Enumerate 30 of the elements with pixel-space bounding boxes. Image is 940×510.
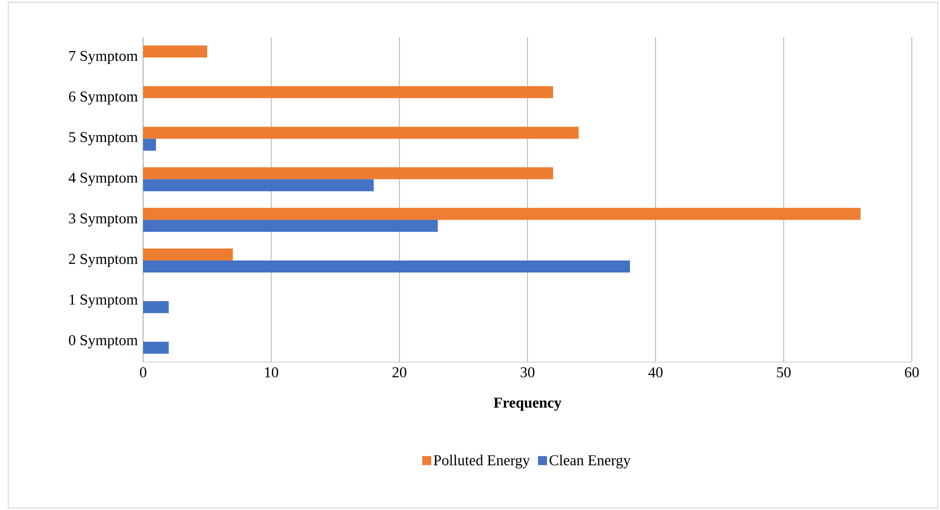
- x-tick-label: 30: [520, 367, 534, 378]
- y-tick-label: 7 Symptom: [69, 50, 138, 64]
- y-tick-label: 2 Symptom: [69, 254, 138, 268]
- y-tick-label: 6 Symptom: [69, 91, 138, 105]
- bar: [143, 248, 233, 260]
- x-tick-label: 60: [904, 367, 919, 378]
- x-tick-label: 50: [777, 367, 791, 378]
- bar: [143, 167, 554, 180]
- bar: [143, 342, 169, 354]
- y-tick-label: 0 Symptom: [68, 335, 138, 348]
- x-tick-label: 10: [265, 367, 278, 378]
- bar: [143, 45, 208, 58]
- x-tick-label: 0: [140, 367, 146, 378]
- y-tick-label: 3 Symptom: [69, 213, 138, 226]
- x-axis-title: Frequency: [494, 398, 562, 411]
- y-tick-label: 5 Symptom: [69, 132, 138, 146]
- legend-label: Clean Energy: [550, 454, 631, 468]
- bar: [143, 220, 438, 232]
- legend-label: Polluted Energy: [434, 454, 530, 468]
- y-tick-label: 4 Symptom: [68, 172, 138, 186]
- bar: [143, 301, 169, 314]
- bar: [143, 86, 554, 98]
- bar: [143, 260, 630, 272]
- x-tick-label: 40: [648, 367, 663, 378]
- bar: [143, 179, 374, 192]
- bar: [143, 138, 156, 151]
- bar: [143, 208, 861, 220]
- y-tick-label: 1 Symptom: [70, 294, 138, 308]
- x-tick-label: 20: [392, 367, 406, 378]
- bar: [143, 126, 579, 139]
